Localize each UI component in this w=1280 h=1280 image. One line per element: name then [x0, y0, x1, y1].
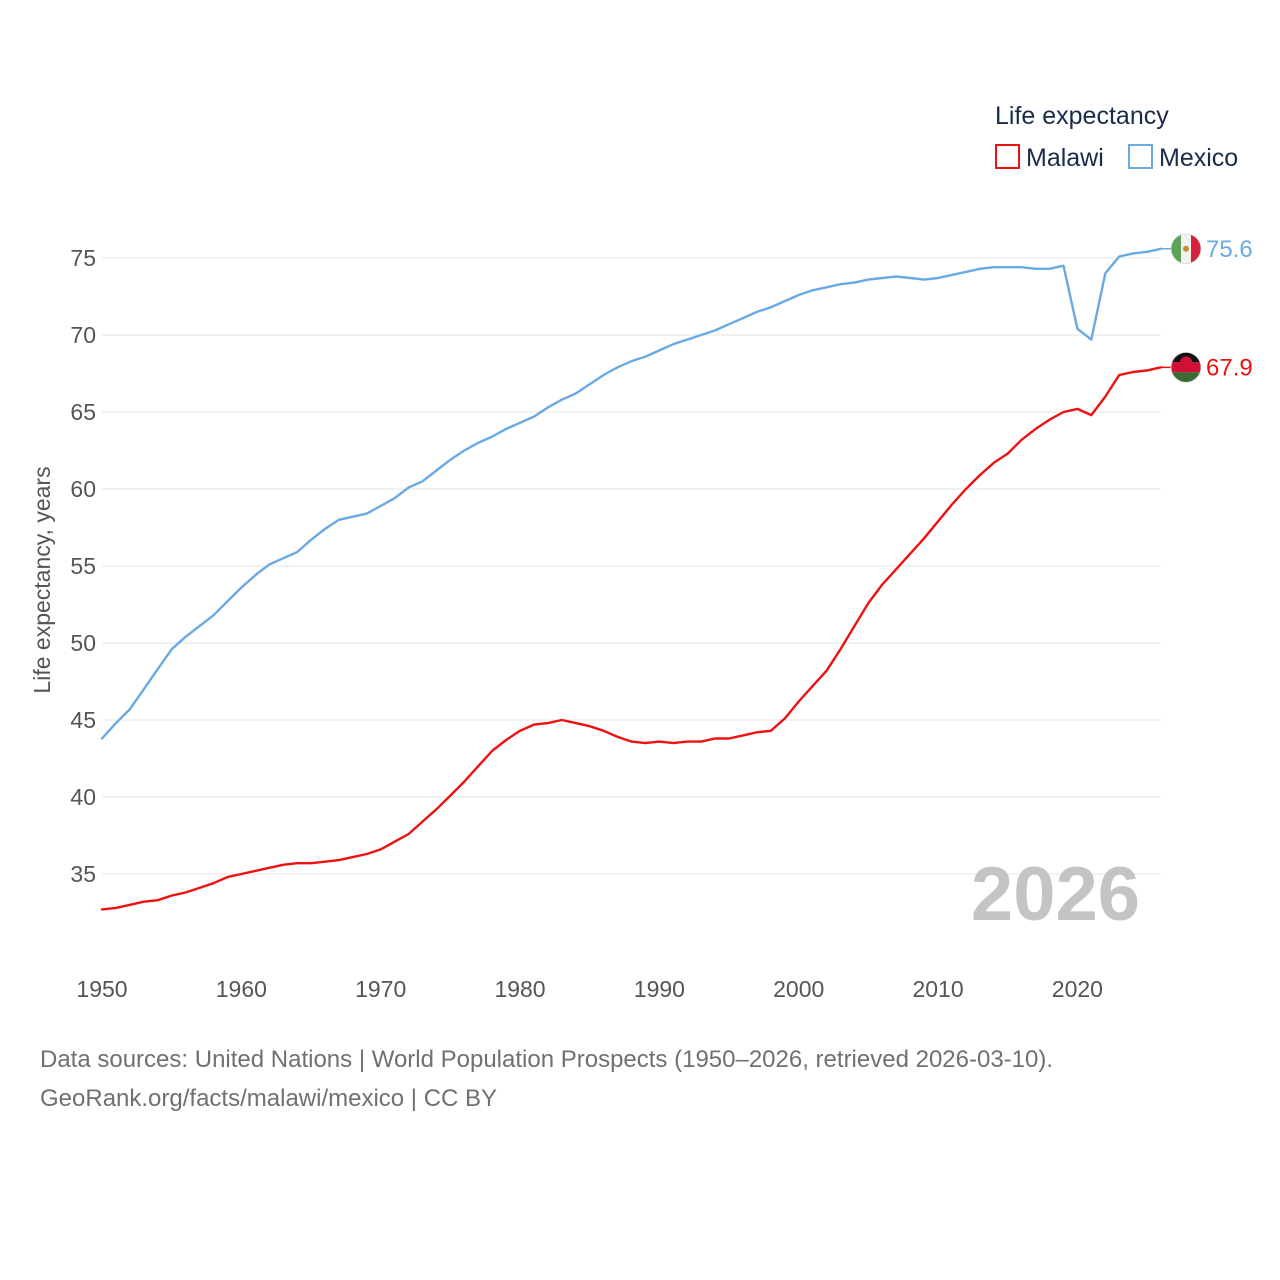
legend-title: Life expectancy	[995, 102, 1169, 130]
y-tick-label: 55	[70, 553, 96, 579]
x-axis-ticks: 1950 1960 1970 1980 1990 2000 2010 2020	[76, 976, 1103, 1002]
mexico-flag-icon	[1170, 233, 1202, 265]
y-axis-title: Life expectancy, years	[29, 466, 55, 693]
x-tick-label: 1970	[355, 976, 406, 1002]
footer: Data sources: United Nations | World Pop…	[40, 1040, 1053, 1118]
legend-swatch-malawi	[995, 144, 1020, 169]
legend-swatch-mexico	[1128, 144, 1153, 169]
y-tick-label: 75	[70, 245, 96, 271]
y-axis-ticks: 35 40 45 50 55 60 65 70 75	[70, 245, 96, 887]
end-value-label-malawi: 67.9	[1206, 354, 1253, 381]
legend-label-malawi: Malawi	[1026, 144, 1104, 172]
legend-item-mexico[interactable]: Mexico	[1128, 144, 1238, 172]
gridlines	[102, 257, 1161, 875]
year-watermark: 2026	[971, 852, 1140, 937]
y-tick-label: 70	[70, 322, 96, 348]
series-line-malawi[interactable]	[100, 366, 1163, 911]
x-tick-label: 2020	[1052, 976, 1103, 1002]
legend: Life expectancy Malawi Mexico	[995, 102, 1238, 172]
y-tick-label: 35	[70, 861, 96, 887]
life-expectancy-chart: 35 40 45 50 55 60 65 70 75 1950 1960 1970 1980 1990 2…	[29, 102, 1253, 1002]
x-tick-label: 1950	[76, 976, 127, 1002]
series-line-mexico[interactable]	[100, 247, 1163, 740]
x-tick-label: 1980	[494, 976, 545, 1002]
series-lines	[100, 247, 1163, 911]
x-tick-label: 2000	[773, 976, 824, 1002]
y-tick-label: 50	[70, 630, 96, 656]
y-tick-label: 65	[70, 399, 96, 425]
end-value-label-mexico: 75.6	[1206, 236, 1253, 263]
x-tick-label: 1960	[216, 976, 267, 1002]
legend-item-malawi[interactable]: Malawi	[995, 144, 1104, 172]
y-tick-label: 45	[70, 707, 96, 733]
malawi-flag-icon	[1170, 351, 1202, 383]
y-tick-label: 40	[70, 784, 96, 810]
y-tick-label: 60	[70, 476, 96, 502]
data-source-note: Data sources: United Nations | World Pop…	[40, 1046, 1054, 1073]
attribution-link[interactable]: GeoRank.org/facts/malawi/mexico | CC BY	[40, 1085, 498, 1112]
x-tick-label: 1990	[634, 976, 685, 1002]
legend-label-mexico: Mexico	[1159, 144, 1238, 172]
end-markers: 67.9 75.6	[1161, 233, 1253, 383]
x-tick-label: 2010	[912, 976, 963, 1002]
